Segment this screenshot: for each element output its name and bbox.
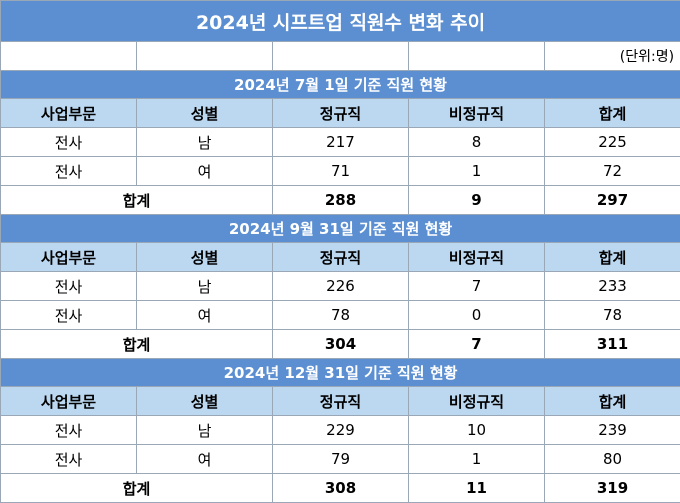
column-header: 성별 [137,243,273,272]
sum-nonregular: 9 [409,186,545,215]
cell-gender: 여 [137,301,273,330]
cell-nonregular: 10 [409,416,545,445]
sum-regular: 304 [273,330,409,359]
cell-regular: 226 [273,272,409,301]
column-header: 정규직 [273,99,409,128]
cell-total: 72 [545,157,680,186]
section-heading: 2024년 9월 31일 기준 직원 현황 [1,215,680,243]
cell-regular: 229 [273,416,409,445]
cell-gender: 남 [137,272,273,301]
cell-division: 전사 [1,272,137,301]
column-header: 합계 [545,387,680,416]
unit-label: (단위:명) [545,42,680,71]
column-header: 비정규직 [409,387,545,416]
column-header: 비정규직 [409,243,545,272]
sum-regular: 308 [273,474,409,503]
table-row: 전사 남 217 8 225 [1,128,680,157]
cell-regular: 71 [273,157,409,186]
sum-label: 합계 [1,186,273,215]
sum-nonregular: 11 [409,474,545,503]
column-header: 사업부문 [1,387,137,416]
cell-total: 78 [545,301,680,330]
sum-label: 합계 [1,474,273,503]
cell-gender: 남 [137,416,273,445]
cell-division: 전사 [1,445,137,474]
column-header: 성별 [137,99,273,128]
column-header: 사업부문 [1,243,137,272]
sum-regular: 288 [273,186,409,215]
cell-nonregular: 7 [409,272,545,301]
sum-total: 297 [545,186,680,215]
cell-division: 전사 [1,416,137,445]
cell-division: 전사 [1,301,137,330]
cell-nonregular: 0 [409,301,545,330]
cell-total: 233 [545,272,680,301]
cell-gender: 여 [137,445,273,474]
column-header: 합계 [545,243,680,272]
cell-regular: 79 [273,445,409,474]
sum-total: 319 [545,474,680,503]
cell-nonregular: 1 [409,157,545,186]
cell-division: 전사 [1,157,137,186]
column-header: 비정규직 [409,99,545,128]
cell-gender: 남 [137,128,273,157]
sum-label: 합계 [1,330,273,359]
sum-nonregular: 7 [409,330,545,359]
cell-total: 225 [545,128,680,157]
table-row: 전사 여 71 1 72 [1,157,680,186]
column-header: 성별 [137,387,273,416]
sum-row: 합계 308 11 319 [1,474,680,503]
section-heading: 2024년 12월 31일 기준 직원 현황 [1,359,680,387]
column-header: 합계 [545,99,680,128]
column-header: 정규직 [273,243,409,272]
cell-total: 80 [545,445,680,474]
section-heading: 2024년 7월 1일 기준 직원 현황 [1,71,680,99]
table-row: 전사 남 229 10 239 [1,416,680,445]
column-header: 사업부문 [1,99,137,128]
cell-nonregular: 8 [409,128,545,157]
sum-row: 합계 304 7 311 [1,330,680,359]
cell-gender: 여 [137,157,273,186]
cell-nonregular: 1 [409,445,545,474]
sum-row: 합계 288 9 297 [1,186,680,215]
cell-regular: 78 [273,301,409,330]
cell-regular: 217 [273,128,409,157]
table-row: 전사 남 226 7 233 [1,272,680,301]
sum-total: 311 [545,330,680,359]
column-header: 정규직 [273,387,409,416]
table-row: 전사 여 79 1 80 [1,445,680,474]
cell-total: 239 [545,416,680,445]
page-title: 2024년 시프트업 직원수 변화 추이 [1,1,680,42]
table-row: 전사 여 78 0 78 [1,301,680,330]
cell-division: 전사 [1,128,137,157]
